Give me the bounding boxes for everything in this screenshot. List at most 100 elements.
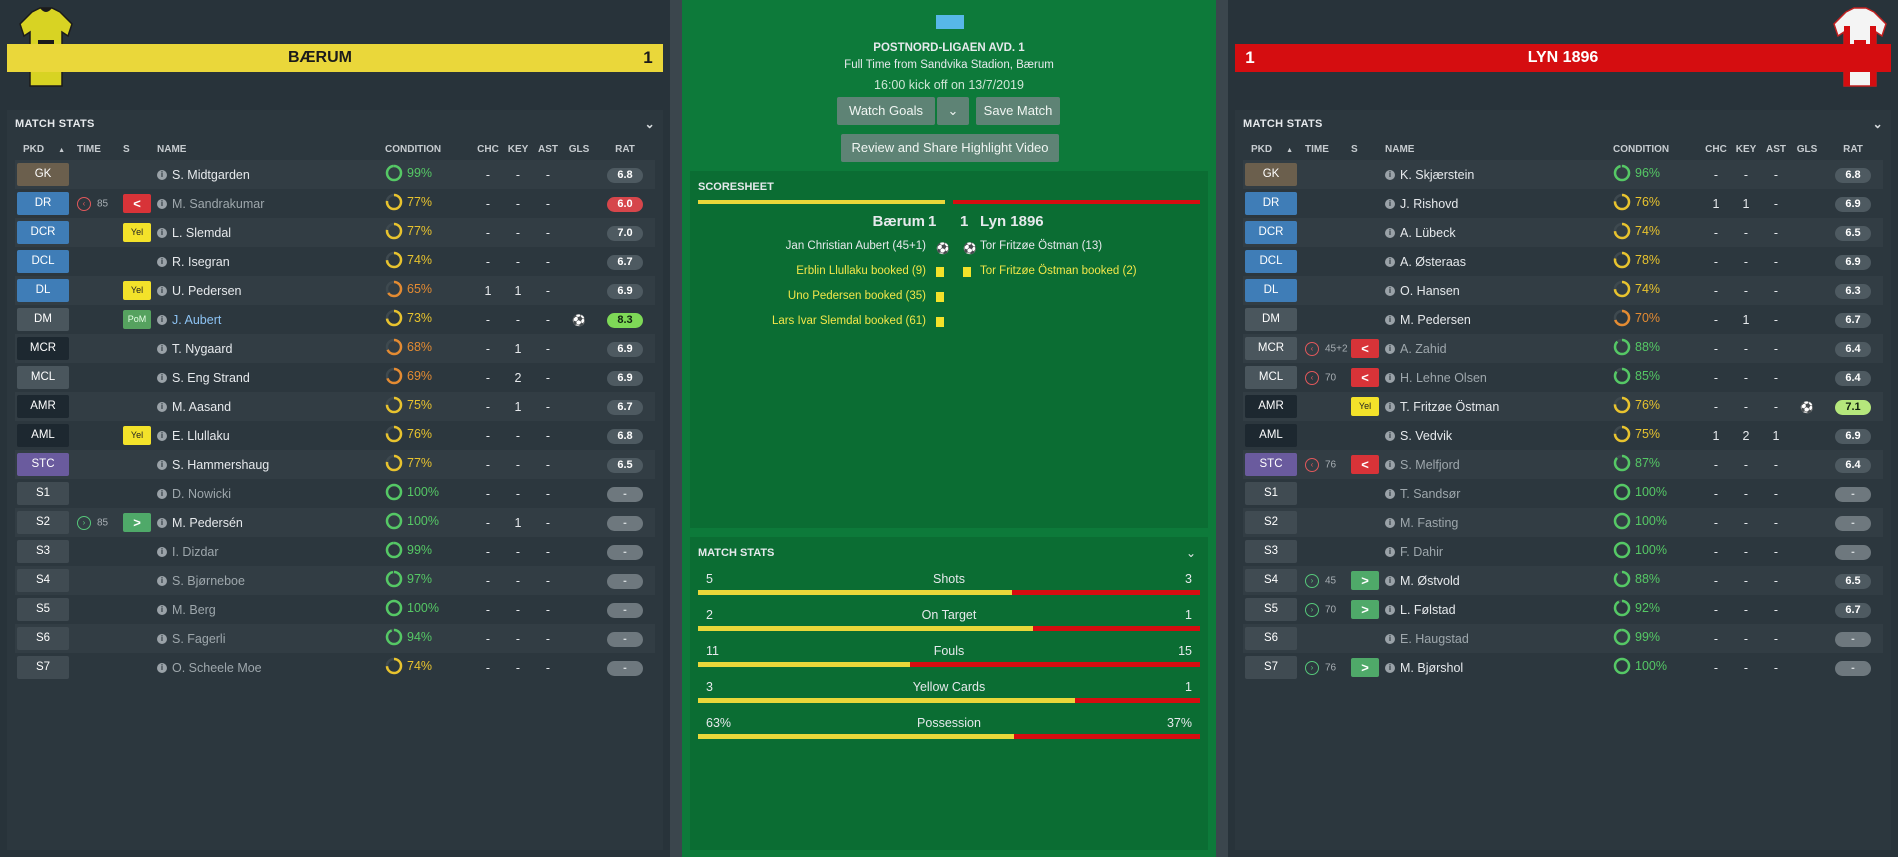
player-name[interactable]: O. Hansen — [1400, 283, 1460, 298]
player-name[interactable]: U. Pedersen — [172, 283, 242, 298]
player-name[interactable]: A. Zahid — [1400, 341, 1447, 356]
chevron-down-icon[interactable]: ⌄ — [1872, 117, 1883, 131]
player-row[interactable]: MCR i T. Nygaard 68% - 1 - 6.9 — [15, 334, 655, 363]
info-icon[interactable]: i — [1385, 576, 1395, 587]
player-name[interactable]: T. Nygaard — [172, 341, 233, 356]
player-name[interactable]: M. Aasand — [172, 399, 232, 414]
info-icon[interactable]: i — [1385, 547, 1395, 558]
info-icon[interactable]: i — [1385, 199, 1395, 210]
player-name[interactable]: A. Lübeck — [1400, 225, 1456, 240]
player-row[interactable]: DL Yel i U. Pedersen 65% 1 1 - 6.9 — [15, 276, 655, 305]
player-row[interactable]: AML i S. Vedvik 75% 1 2 1 6.9 — [1243, 421, 1883, 450]
player-name[interactable]: S. Eng Strand — [172, 370, 250, 385]
player-name[interactable]: M. Fasting — [1400, 515, 1459, 530]
player-name[interactable]: T. Fritzøe Östman — [1400, 399, 1500, 414]
player-name[interactable]: L. Slemdal — [172, 225, 232, 240]
info-icon[interactable]: i — [157, 315, 167, 326]
info-icon[interactable]: i — [157, 199, 167, 210]
player-row[interactable]: S3 i F. Dahir 100% - - - - — [1243, 537, 1883, 566]
column-header-key[interactable]: KEY — [503, 138, 533, 160]
info-icon[interactable]: i — [1385, 431, 1395, 442]
column-header-chc[interactable]: CHC — [473, 138, 503, 160]
player-row[interactable]: AML Yel i E. Llullaku 76% - - - 6.8 — [15, 421, 655, 450]
player-name[interactable]: S. Fagerli — [172, 631, 226, 646]
info-icon[interactable]: i — [1385, 373, 1395, 384]
player-row[interactable]: S1 i T. Sandsør 100% - - - - — [1243, 479, 1883, 508]
player-row[interactable]: S5 › 70 > i L. Følstad 92% - - - 6.7 — [1243, 595, 1883, 624]
info-icon[interactable]: i — [157, 605, 167, 616]
player-row[interactable]: S6 i S. Fagerli 94% - - - - — [15, 624, 655, 653]
player-row[interactable]: S6 i E. Haugstad 99% - - - - — [1243, 624, 1883, 653]
player-name[interactable]: L. Følstad — [1400, 602, 1456, 617]
info-icon[interactable]: i — [1385, 344, 1395, 355]
player-name[interactable]: M. Pedersen — [1400, 312, 1471, 327]
column-header-condition[interactable]: CONDITION — [385, 138, 473, 160]
chevron-down-icon[interactable]: ⌄ — [1185, 546, 1196, 560]
player-name[interactable]: M. Berg — [172, 602, 216, 617]
info-icon[interactable]: i — [157, 431, 167, 442]
player-row[interactable]: S4 i S. Bjørneboe 97% - - - - — [15, 566, 655, 595]
column-header-chc[interactable]: CHC — [1701, 138, 1731, 160]
player-row[interactable]: MCR ‹ 45+2 < i A. Zahid 88% - - - 6.4 — [1243, 334, 1883, 363]
player-name[interactable]: M. Sandrakumar — [172, 196, 265, 211]
column-header-gls[interactable]: GLS — [563, 138, 595, 160]
player-row[interactable]: DM i M. Pedersen 70% - 1 - 6.7 — [1243, 305, 1883, 334]
player-name[interactable]: M. Østvold — [1400, 573, 1460, 588]
player-row[interactable]: AMR Yel i T. Fritzøe Östman 76% - - - ⚽ 7.1 — [1243, 392, 1883, 421]
player-name[interactable]: S. Midtgarden — [172, 167, 250, 182]
info-icon[interactable]: i — [1385, 228, 1395, 239]
player-row[interactable]: MCL ‹ 70 < i H. Lehne Olsen 85% - - - 6.4 — [1243, 363, 1883, 392]
player-name[interactable]: A. Østeraas — [1400, 254, 1466, 269]
info-icon[interactable]: i — [1385, 286, 1395, 297]
player-row[interactable]: S1 i D. Nowicki 100% - - - - — [15, 479, 655, 508]
info-icon[interactable]: i — [1385, 518, 1395, 529]
column-header-s[interactable]: S — [123, 138, 157, 160]
save-match-button[interactable]: Save Match — [976, 97, 1060, 125]
info-icon[interactable]: i — [1385, 634, 1395, 645]
player-row[interactable]: DCL i R. Isegran 74% - - - 6.7 — [15, 247, 655, 276]
info-icon[interactable]: i — [157, 170, 167, 181]
column-header-ast[interactable]: AST — [533, 138, 563, 160]
info-icon[interactable]: i — [1385, 170, 1395, 181]
info-icon[interactable]: i — [1385, 663, 1395, 674]
home-stats-header[interactable]: MATCH STATS ⌄ — [7, 110, 663, 138]
info-icon[interactable]: i — [157, 257, 167, 268]
player-row[interactable]: DL i O. Hansen 74% - - - 6.3 — [1243, 276, 1883, 305]
column-header-rat[interactable]: RAT — [595, 138, 655, 160]
info-icon[interactable]: i — [157, 402, 167, 413]
info-icon[interactable]: i — [157, 634, 167, 645]
column-header-pkd[interactable]: PKD ▲ — [1243, 138, 1305, 160]
player-name[interactable]: S. Melfjord — [1400, 457, 1460, 472]
info-icon[interactable]: i — [157, 460, 167, 471]
player-name[interactable]: R. Isegran — [172, 254, 230, 269]
player-row[interactable]: DCL i A. Østeraas 78% - - - 6.9 — [1243, 247, 1883, 276]
column-header-time[interactable]: TIME — [1305, 138, 1351, 160]
player-row[interactable]: GK i K. Skjærstein 96% - - - 6.8 — [1243, 160, 1883, 189]
player-name[interactable]: D. Nowicki — [172, 486, 232, 501]
column-header-gls[interactable]: GLS — [1791, 138, 1823, 160]
player-row[interactable]: DR ‹ 85 < i M. Sandrakumar 77% - - - 6.0 — [15, 189, 655, 218]
player-row[interactable]: DCR Yel i L. Slemdal 77% - - - 7.0 — [15, 218, 655, 247]
chevron-down-icon[interactable]: ⌄ — [644, 117, 655, 131]
info-icon[interactable]: i — [1385, 315, 1395, 326]
player-row[interactable]: S5 i M. Berg 100% - - - - — [15, 595, 655, 624]
column-header-s[interactable]: S — [1351, 138, 1385, 160]
info-icon[interactable]: i — [157, 228, 167, 239]
player-row[interactable]: DM PoM i J. Aubert 73% - - - ⚽ 8.3 — [15, 305, 655, 334]
watch-goals-button[interactable]: Watch Goals — [837, 97, 935, 125]
player-row[interactable]: S7 i O. Scheele Moe 74% - - - - — [15, 653, 655, 682]
info-icon[interactable]: i — [157, 518, 167, 529]
player-row[interactable]: MCL i S. Eng Strand 69% - 2 - 6.9 — [15, 363, 655, 392]
column-header-time[interactable]: TIME — [77, 138, 123, 160]
player-row[interactable]: S4 › 45 > i M. Østvold 88% - - - 6.5 — [1243, 566, 1883, 595]
column-header-ast[interactable]: AST — [1761, 138, 1791, 160]
player-name[interactable]: O. Scheele Moe — [172, 660, 262, 675]
player-name[interactable]: S. Bjørneboe — [172, 573, 245, 588]
column-header-condition[interactable]: CONDITION — [1613, 138, 1701, 160]
column-header-pkd[interactable]: PKD ▲ — [15, 138, 77, 160]
player-name[interactable]: K. Skjærstein — [1400, 167, 1475, 182]
player-row[interactable]: AMR i M. Aasand 75% - 1 - 6.7 — [15, 392, 655, 421]
player-name[interactable]: E. Haugstad — [1400, 631, 1469, 646]
player-name[interactable]: J. Aubert — [172, 312, 222, 327]
info-icon[interactable]: i — [157, 373, 167, 384]
